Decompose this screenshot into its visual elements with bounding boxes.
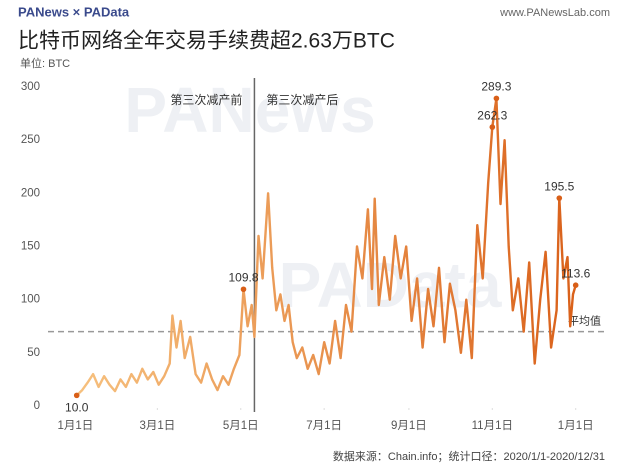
subtitle: 单位: BTC: [20, 56, 70, 70]
footer: 数据来源：Chain.info；统计口径：2020/1/1-2020/12/31: [333, 449, 605, 463]
data-label: 10.0: [65, 401, 89, 415]
x-tick-label: 3月1日: [139, 420, 175, 432]
x-tick-label: 1月1日: [57, 420, 93, 432]
x-tick-label: 7月1日: [306, 420, 342, 432]
y-tick-label: 50: [27, 347, 40, 359]
data-label: 195.5: [544, 179, 574, 193]
x-tick-label: 1月1日: [558, 420, 594, 432]
point: [489, 124, 496, 130]
logo: PANews × PAData: [18, 4, 130, 19]
series-line: [75, 97, 577, 397]
data-label: 109.8: [228, 270, 258, 284]
point: [73, 392, 80, 399]
point: [493, 95, 500, 102]
x-tick-label: 9月1日: [391, 420, 427, 432]
watermark: PANews: [124, 74, 375, 146]
data-label: 262.3: [477, 108, 507, 122]
y-tick-label: 200: [21, 187, 40, 199]
annotation: 第三次减产后: [266, 93, 338, 107]
y-tick-label: 100: [21, 294, 40, 306]
average-label: 平均值: [568, 314, 601, 327]
data-label: 289.3: [481, 80, 511, 94]
x-tick-label: 5月1日: [223, 420, 259, 432]
site: www.PANewsLab.com: [499, 7, 610, 19]
x-tick-label: 11月1日: [472, 420, 513, 432]
annotation: 第三次减产前: [170, 92, 242, 107]
y-tick-label: 0: [34, 400, 40, 412]
chart-title: 比特币网络全年交易手续费超2.63万BTC: [18, 30, 395, 53]
point: [556, 195, 563, 201]
y-tick-label: 150: [21, 241, 40, 253]
y-tick-label: 300: [21, 81, 40, 93]
y-tick-label: 250: [21, 134, 40, 146]
point: [240, 286, 247, 293]
data-label: 113.6: [561, 266, 590, 280]
point: [572, 282, 579, 289]
